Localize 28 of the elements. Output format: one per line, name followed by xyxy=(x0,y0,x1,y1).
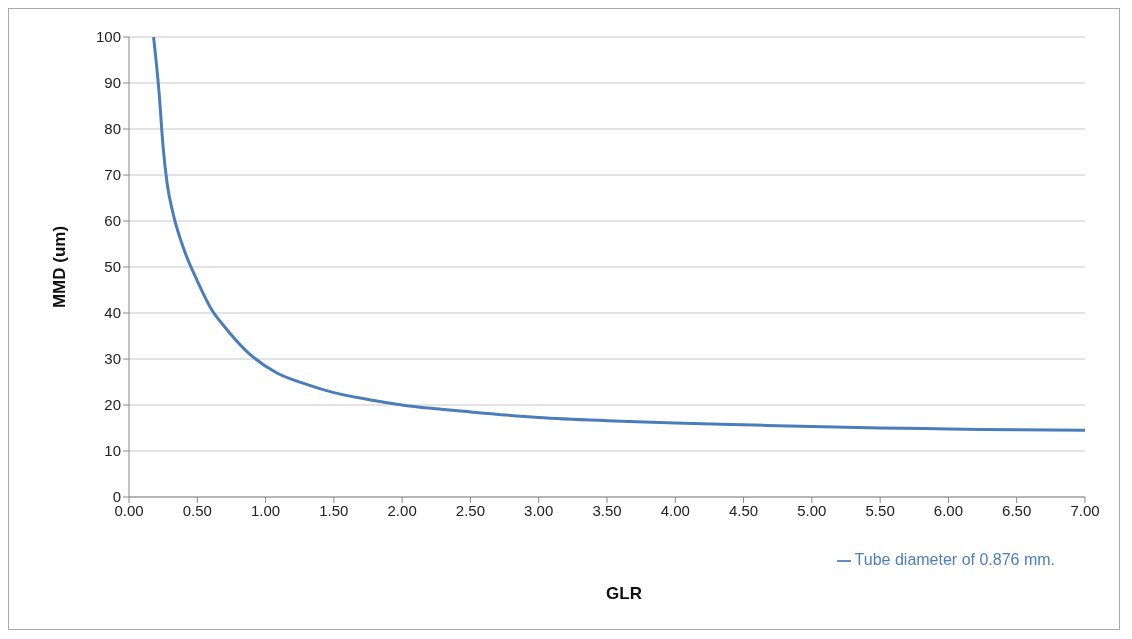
y-tick-label: 30 xyxy=(104,350,121,368)
y-tick-label: 10 xyxy=(104,442,121,460)
line-series xyxy=(152,37,1085,432)
x-tick-label: 3.00 xyxy=(524,501,554,519)
x-tick-label: 1.00 xyxy=(250,501,281,519)
legend-label: Tube diameter of 0.876 mm. xyxy=(854,551,1055,568)
y-axis-title: MMD (um) xyxy=(50,225,70,309)
y-tick-label: 80 xyxy=(104,120,121,138)
y-tick-label: 70 xyxy=(104,166,121,184)
x-tick-label: 1.50 xyxy=(319,501,349,519)
y-tick-label: 20 xyxy=(104,396,121,414)
x-axis-title: GLR xyxy=(605,584,643,604)
x-tick-label: 2.00 xyxy=(387,501,417,519)
x-tick-label: 6.50 xyxy=(1002,501,1032,519)
x-tick-label: 7.00 xyxy=(1070,501,1100,519)
x-tick-label: 5.00 xyxy=(797,501,827,519)
y-tick-label: 60 xyxy=(104,212,121,230)
x-tick-label: 4.00 xyxy=(660,501,690,519)
y-tick-label: 50 xyxy=(104,258,121,276)
x-tick-label: 5.50 xyxy=(865,501,895,519)
y-tick-label: 40 xyxy=(104,304,121,322)
x-tick-label: 2.50 xyxy=(455,501,486,519)
x-tick-label: 6.00 xyxy=(933,501,964,519)
x-tick-label: 4.50 xyxy=(728,501,759,519)
y-tick-label: 90 xyxy=(104,74,121,92)
x-tick-label: 3.50 xyxy=(592,501,622,519)
y-tick-label: 100 xyxy=(95,28,121,46)
x-tick-label: 0.50 xyxy=(182,501,212,519)
